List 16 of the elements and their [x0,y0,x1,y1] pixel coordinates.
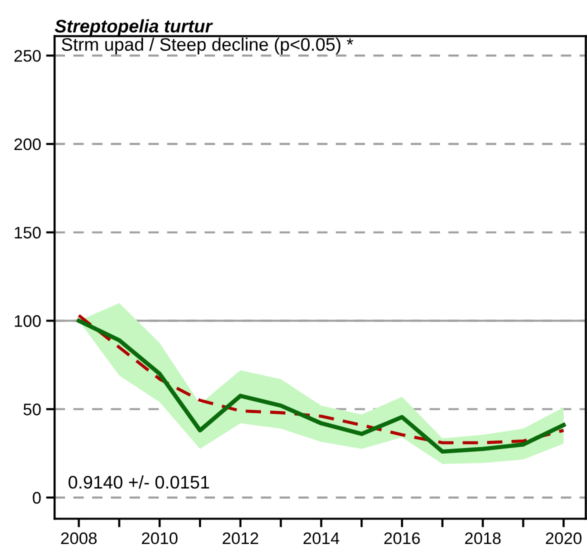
x-tick-label: 2012 [222,532,258,544]
y-tick-label: 0 [32,492,41,504]
y-tick-label: 200 [14,138,41,150]
y-tick-label: 100 [14,315,41,327]
x-tick-label: 2018 [465,532,501,544]
chart-title: Streptopelia turtur [54,19,213,36]
annotation: 0.9140 +/- 0.0151 [68,475,210,489]
x-tick-label: 2010 [142,532,178,544]
y-tick-label: 50 [24,404,41,416]
y-tick-label: 250 [14,50,41,62]
x-tick-label: 2016 [384,532,420,544]
chart-subtitle: Strm upad / Steep decline (p<0.05) * [62,38,354,54]
x-tick-label: 2014 [304,532,340,544]
x-tick-label: 2008 [61,532,97,544]
y-tick-label: 150 [14,226,41,239]
x-tick-label: 2020 [546,532,582,544]
